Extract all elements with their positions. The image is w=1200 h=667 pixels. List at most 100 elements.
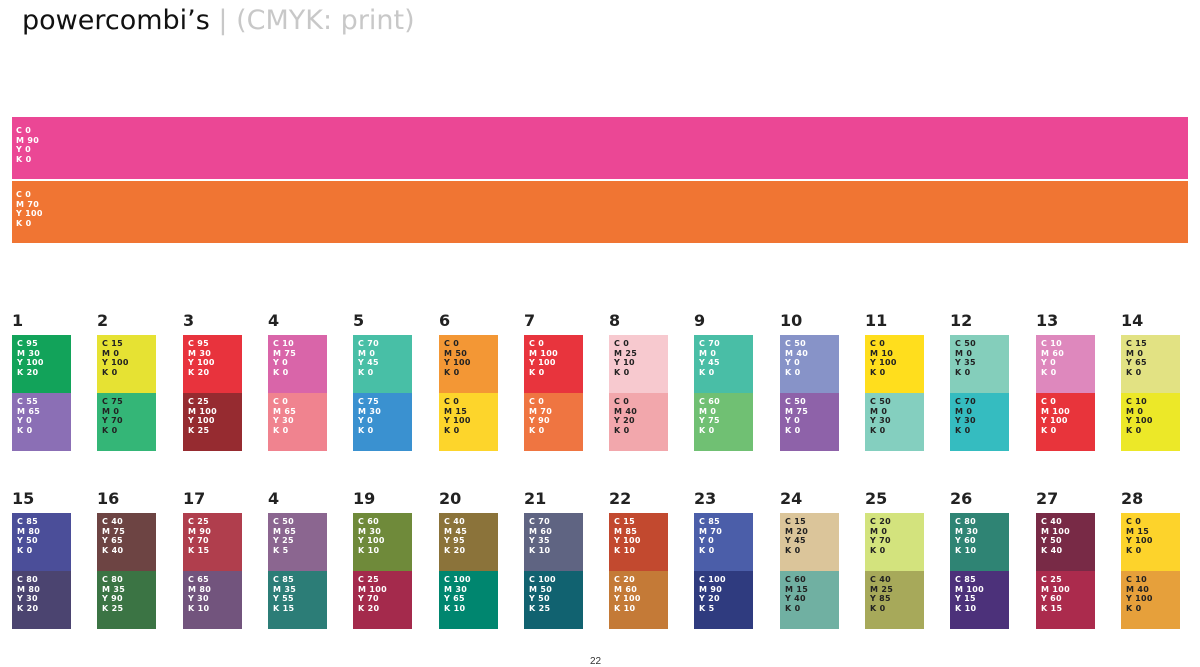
title-main: powercombi’s <box>22 5 210 36</box>
swatch-top: C 15 M 0 Y 65 K 0 <box>1121 335 1180 393</box>
combo-27: 27 C 40 M 100 Y 50 K 40 C 25 M 100 Y 60 K … <box>1036 489 1095 629</box>
swatch-cmyk-label: C 0 M 15 Y 100 K 0 <box>1126 517 1153 555</box>
swatch-bottom: C 50 M 75 Y 0 K 0 <box>780 393 839 451</box>
combo-number: 23 <box>694 489 717 508</box>
swatch-cmyk-label: C 75 M 30 Y 0 K 0 <box>358 397 382 435</box>
band-cmyk-label: C 0 M 90 Y 0 K 0 <box>16 126 40 164</box>
swatch-cmyk-label: C 20 M 0 Y 70 K 0 <box>870 517 891 555</box>
combo-number: 24 <box>780 489 803 508</box>
combo-3: 3 C 95 M 30 Y 100 K 20 C 25 M 100 Y 100 K … <box>183 311 242 451</box>
combo-20: 20 C 40 M 45 Y 95 K 20 C 100 M 30 Y 65 K 1… <box>439 489 498 629</box>
swatch-cmyk-label: C 95 M 30 Y 100 K 20 <box>17 339 44 377</box>
combo-17: 17 C 25 M 90 Y 70 K 15 C 65 M 80 Y 30 K 10 <box>183 489 242 629</box>
swatch-cmyk-label: C 15 M 85 Y 100 K 10 <box>614 517 641 555</box>
swatch-top: C 10 M 60 Y 0 K 0 <box>1036 335 1095 393</box>
swatch-bottom: C 85 M 100 Y 15 K 10 <box>950 571 1009 629</box>
swatch-bottom: C 75 M 0 Y 70 K 0 <box>97 393 156 451</box>
combo-12: 12 C 50 M 0 Y 35 K 0 C 70 M 0 Y 30 K 0 <box>950 311 1009 451</box>
swatch-top: C 85 M 70 Y 0 K 0 <box>694 513 753 571</box>
combo-number: 1 <box>12 311 24 330</box>
combo-number: 19 <box>353 489 376 508</box>
combo-11: 11 C 0 M 10 Y 100 K 0 C 50 M 0 Y 30 K 0 <box>865 311 924 451</box>
swatch-bottom: C 0 M 15 Y 100 K 0 <box>439 393 498 451</box>
combo-13: 13 C 10 M 60 Y 0 K 0 C 0 M 100 Y 100 K 0 <box>1036 311 1095 451</box>
swatch-cmyk-label: C 10 M 40 Y 100 K 0 <box>1126 575 1153 613</box>
swatch-top: C 25 M 90 Y 70 K 15 <box>183 513 242 571</box>
swatch-bottom: C 80 M 80 Y 30 K 20 <box>12 571 71 629</box>
combo-8: 8 C 0 M 25 Y 10 K 0 C 0 M 40 Y 20 K 0 <box>609 311 668 451</box>
swatch-cmyk-label: C 50 M 0 Y 35 K 0 <box>955 339 976 377</box>
band-cmyk-label: C 0 M 70 Y 100 K 0 <box>16 190 43 228</box>
swatch-cmyk-label: C 50 M 0 Y 30 K 0 <box>870 397 891 435</box>
combo-number: 9 <box>694 311 706 330</box>
combo-4: 4 C 50 M 65 Y 25 K 5 C 85 M 35 Y 55 K 15 <box>268 489 327 629</box>
swatch-cmyk-label: C 60 M 15 Y 40 K 0 <box>785 575 809 613</box>
swatch-top: C 0 M 25 Y 10 K 0 <box>609 335 668 393</box>
combo-6: 6 C 0 M 50 Y 100 K 0 C 0 M 15 Y 100 K 0 <box>439 311 498 451</box>
swatch-top: C 70 M 0 Y 45 K 0 <box>353 335 412 393</box>
combo-number: 4 <box>268 489 280 508</box>
swatch-bottom: C 60 M 0 Y 75 K 0 <box>694 393 753 451</box>
combo-number: 6 <box>439 311 451 330</box>
swatch-top: C 20 M 0 Y 70 K 0 <box>865 513 924 571</box>
swatch-cmyk-label: C 10 M 60 Y 0 K 0 <box>1041 339 1065 377</box>
swatch-bottom: C 80 M 35 Y 90 K 25 <box>97 571 156 629</box>
combo-number: 8 <box>609 311 621 330</box>
swatch-cmyk-label: C 70 M 0 Y 30 K 0 <box>955 397 976 435</box>
combo-number: 4 <box>268 311 280 330</box>
combo-number: 15 <box>12 489 35 508</box>
swatch-cmyk-label: C 60 M 30 Y 100 K 10 <box>358 517 385 555</box>
combo-2: 2 C 15 M 0 Y 100 K 0 C 75 M 0 Y 70 K 0 <box>97 311 156 451</box>
swatch-cmyk-label: C 85 M 100 Y 15 K 10 <box>955 575 984 613</box>
swatch-top: C 15 M 85 Y 100 K 10 <box>609 513 668 571</box>
combo-21: 21 C 70 M 60 Y 35 K 10 C 100 M 50 Y 50 K 2… <box>524 489 583 629</box>
swatch-cmyk-label: C 70 M 0 Y 45 K 0 <box>358 339 379 377</box>
swatch-cmyk-label: C 15 M 0 Y 100 K 0 <box>102 339 129 377</box>
swatch-cmyk-label: C 15 M 20 Y 45 K 0 <box>785 517 809 555</box>
title-separator: | <box>218 5 228 36</box>
combo-5: 5 C 70 M 0 Y 45 K 0 C 75 M 30 Y 0 K 0 <box>353 311 412 451</box>
combo-23: 23 C 85 M 70 Y 0 K 0 C 100 M 90 Y 20 K 5 <box>694 489 753 629</box>
swatch-bottom: C 55 M 65 Y 0 K 0 <box>12 393 71 451</box>
swatch-top: C 0 M 15 Y 100 K 0 <box>1121 513 1180 571</box>
combo-24: 24 C 15 M 20 Y 45 K 0 C 60 M 15 Y 40 K 0 <box>780 489 839 629</box>
combo-number: 11 <box>865 311 888 330</box>
swatch-top: C 80 M 30 Y 60 K 10 <box>950 513 1009 571</box>
combo-22: 22 C 15 M 85 Y 100 K 10 C 20 M 60 Y 100 K … <box>609 489 668 629</box>
combo-number: 26 <box>950 489 973 508</box>
swatch-bottom: C 0 M 70 Y 90 K 0 <box>524 393 583 451</box>
swatch-cmyk-label: C 40 M 75 Y 65 K 40 <box>102 517 126 555</box>
combo-number: 28 <box>1121 489 1144 508</box>
swatch-cmyk-label: C 0 M 40 Y 20 K 0 <box>614 397 638 435</box>
swatch-cmyk-label: C 0 M 70 Y 90 K 0 <box>529 397 553 435</box>
combo-number: 20 <box>439 489 462 508</box>
swatch-cmyk-label: C 100 M 50 Y 50 K 25 <box>529 575 556 613</box>
combo-28: 28 C 0 M 15 Y 100 K 0 C 10 M 40 Y 100 K 0 <box>1121 489 1180 629</box>
combo-1: 1 C 95 M 30 Y 100 K 20 C 55 M 65 Y 0 K 0 <box>12 311 71 451</box>
swatch-bottom: C 0 M 100 Y 100 K 0 <box>1036 393 1095 451</box>
swatch-cmyk-label: C 65 M 80 Y 30 K 10 <box>188 575 212 613</box>
swatch-cmyk-label: C 85 M 80 Y 50 K 0 <box>17 517 41 555</box>
swatch-top: C 95 M 30 Y 100 K 20 <box>183 335 242 393</box>
swatch-top: C 85 M 80 Y 50 K 0 <box>12 513 71 571</box>
swatch-cmyk-label: C 80 M 80 Y 30 K 20 <box>17 575 41 613</box>
swatch-cmyk-label: C 40 M 45 Y 95 K 20 <box>444 517 468 555</box>
swatch-top: C 50 M 65 Y 25 K 5 <box>268 513 327 571</box>
combo-4: 4 C 10 M 75 Y 0 K 0 C 0 M 65 Y 30 K 0 <box>268 311 327 451</box>
swatch-bottom: C 65 M 80 Y 30 K 10 <box>183 571 242 629</box>
swatch-top: C 70 M 0 Y 45 K 0 <box>694 335 753 393</box>
band-orange: C 0 M 70 Y 100 K 0 <box>12 181 1188 243</box>
swatch-cmyk-label: C 40 M 100 Y 50 K 40 <box>1041 517 1070 555</box>
swatch-cmyk-label: C 70 M 60 Y 35 K 10 <box>529 517 553 555</box>
swatch-bottom: C 100 M 90 Y 20 K 5 <box>694 571 753 629</box>
swatch-top: C 70 M 60 Y 35 K 10 <box>524 513 583 571</box>
swatch-cmyk-label: C 100 M 30 Y 65 K 10 <box>444 575 471 613</box>
swatch-bottom: C 100 M 30 Y 65 K 10 <box>439 571 498 629</box>
swatch-bottom: C 25 M 100 Y 70 K 20 <box>353 571 412 629</box>
swatch-bottom: C 50 M 0 Y 30 K 0 <box>865 393 924 451</box>
combo-number: 22 <box>609 489 632 508</box>
combo-number: 21 <box>524 489 547 508</box>
swatch-cmyk-label: C 0 M 25 Y 10 K 0 <box>614 339 638 377</box>
swatch-cmyk-label: C 10 M 0 Y 100 K 0 <box>1126 397 1153 435</box>
swatch-cmyk-label: C 50 M 75 Y 0 K 0 <box>785 397 809 435</box>
